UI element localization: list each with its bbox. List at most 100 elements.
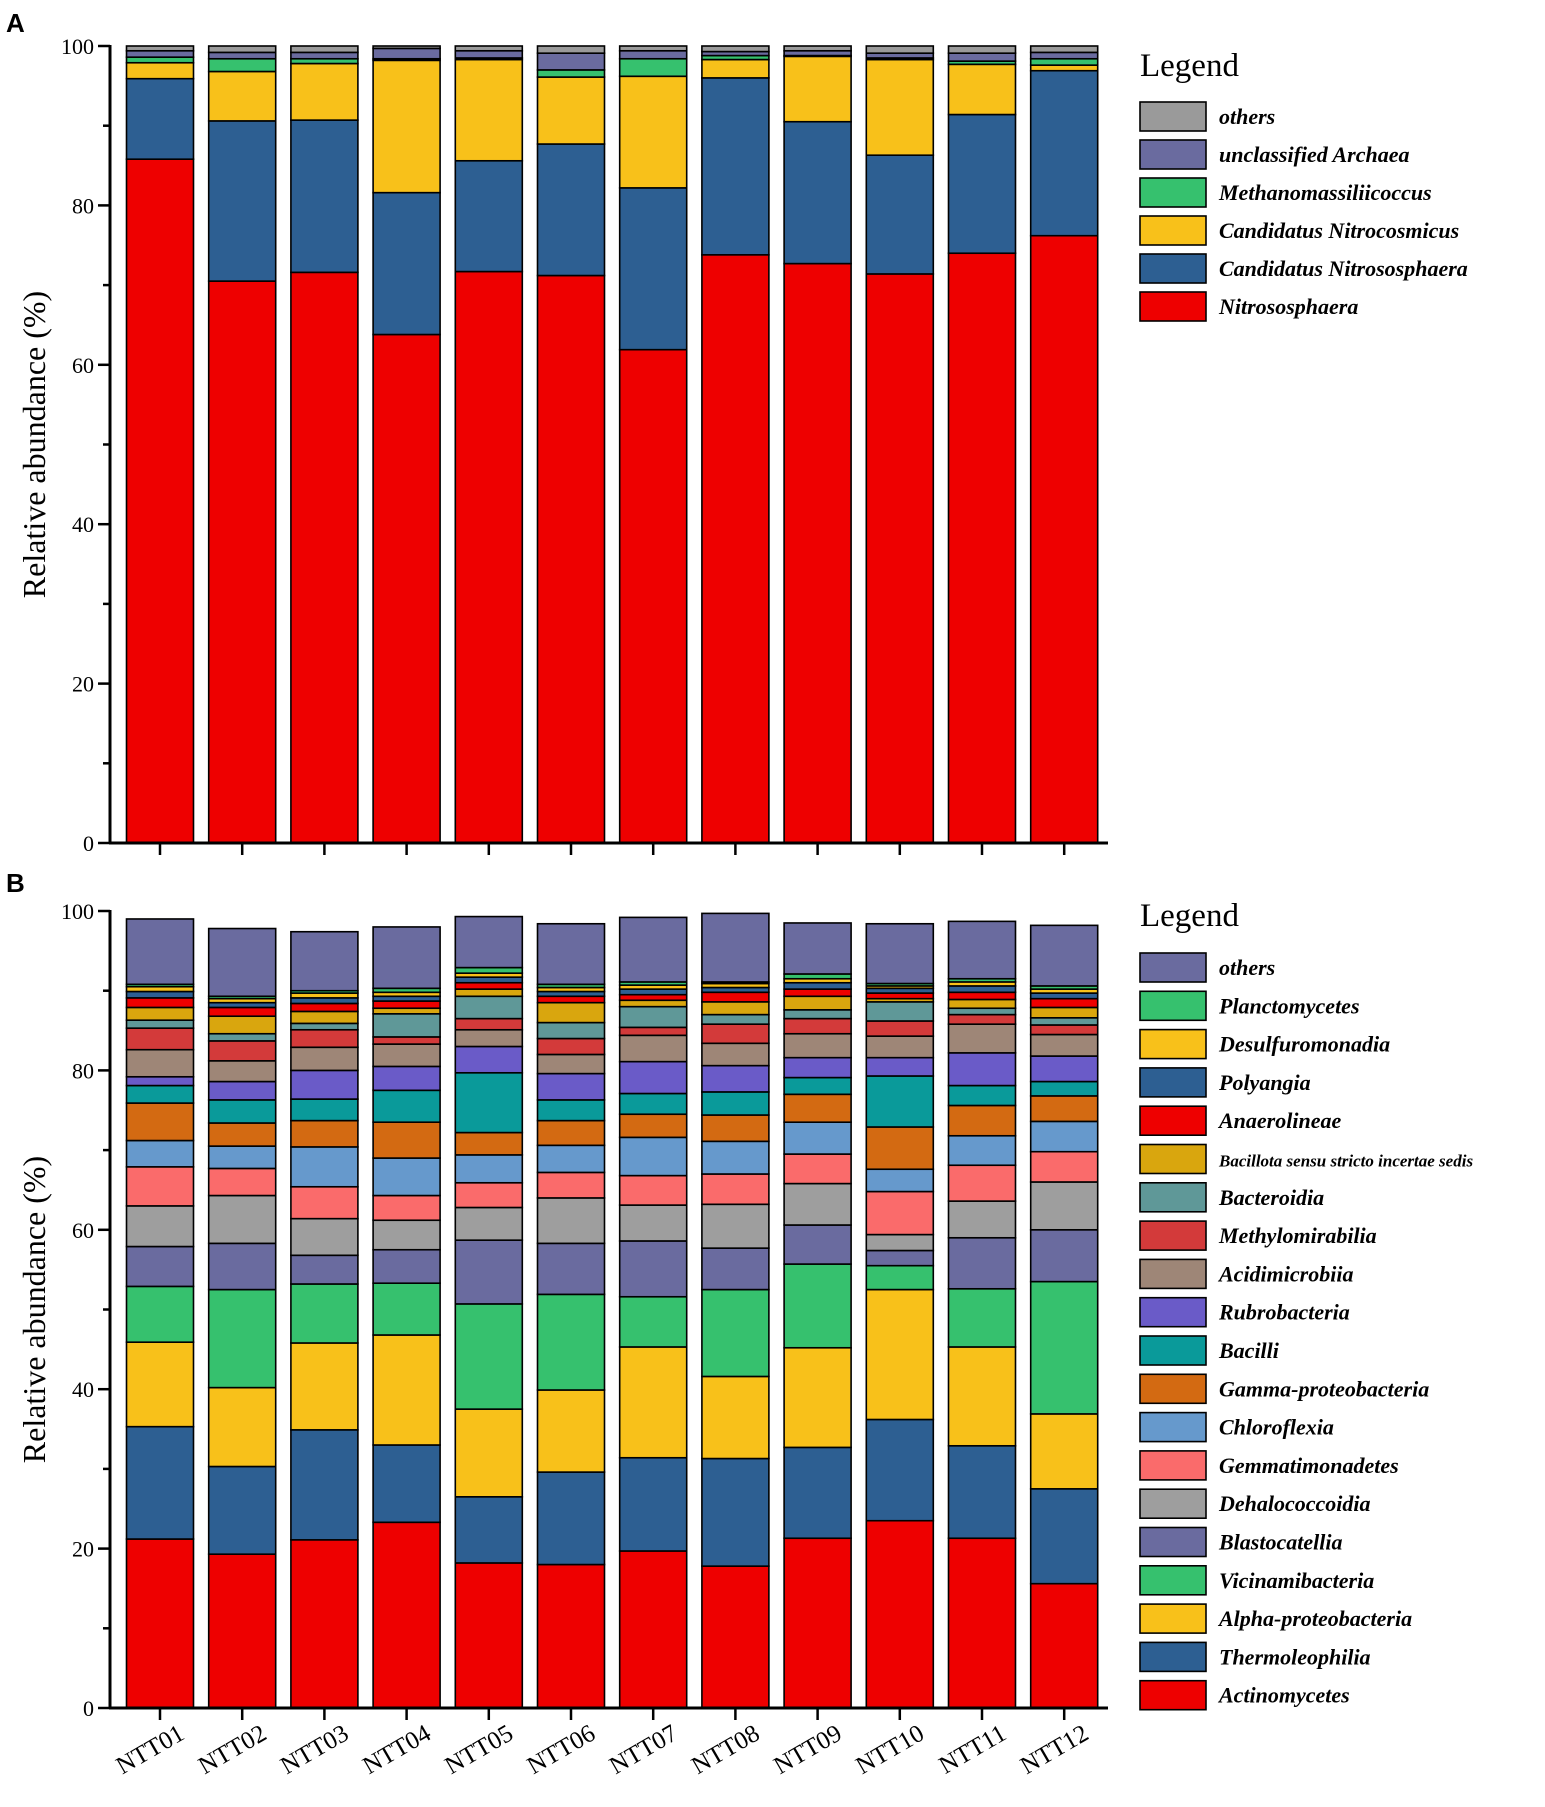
bar-segment-gemmatimonadetes-ntt07 <box>618 1174 688 1206</box>
bar-segment-methylomirabilia-ntt05 <box>454 1017 524 1031</box>
bar-segment-alpha-proteobacteria-ntt08 <box>701 1375 770 1460</box>
bar-segment-others-ntt08 <box>701 912 770 983</box>
bar-segment-gamma-proteobacteria-ntt04 <box>372 1121 441 1159</box>
bar-segment-vicinamibacteria-ntt12 <box>1029 1280 1099 1415</box>
bar-segment-unclassified-archaea-ntt02 <box>207 51 277 60</box>
y-tick-label: 40 <box>72 1377 94 1402</box>
bar-segment-candidatus-nitrososphaera-ntt06 <box>536 143 606 277</box>
y-tick-label: 0 <box>83 1696 94 1721</box>
bar-segment-methylomirabilia-ntt06 <box>536 1037 606 1056</box>
bar-segment-rubrobacteria-ntt05 <box>454 1045 524 1074</box>
bar-segment-acidimicrobiia-ntt08 <box>701 1042 770 1067</box>
bar-segment-nitrososphaera-ntt10 <box>865 273 935 844</box>
bar-segment-blastocatellia-ntt12 <box>1029 1229 1099 1283</box>
bar-segment-gemmatimonadetes-ntt01 <box>125 1166 195 1207</box>
bar-segment-actinomycetes-ntt10 <box>865 1519 935 1709</box>
bar-segment-methylomirabilia-ntt07 <box>618 1026 688 1037</box>
bar-segment-others-ntt01 <box>125 45 195 52</box>
bar-segment-polyangia-ntt07 <box>618 988 688 996</box>
bar-segment-unclassified-archaea-ntt07 <box>618 49 688 60</box>
bar-segment-acidimicrobiia-ntt10 <box>865 1035 935 1059</box>
bar-segment-unclassified-archaea-ntt11 <box>947 52 1017 62</box>
bar-segment-dehalococcoidia-ntt12 <box>1029 1181 1099 1231</box>
bar-segment-bacilli-ntt12 <box>1029 1080 1099 1097</box>
bar-segment-bacillota-sensu-stricto-incertae-sedis-ntt01 <box>125 1006 195 1021</box>
bar-segment-blastocatellia-ntt03 <box>290 1254 359 1285</box>
bar-segment-candidatus-nitrocosmicus-ntt01 <box>125 61 195 80</box>
legend-label-others: others <box>1219 955 1275 980</box>
bar-segment-anaerolineae-ntt08 <box>701 991 770 1003</box>
legend-label-unclassified-archaea: unclassified Archaea <box>1219 142 1409 167</box>
bar-segment-blastocatellia-ntt05 <box>454 1239 524 1305</box>
legend-swatch-alpha-proteobacteria <box>1139 1603 1207 1634</box>
legend-label-dehalococcoidia: Dehalococcoidia <box>1218 1491 1371 1516</box>
bar-segment-bacteroidia-ntt07 <box>618 1005 688 1029</box>
bar-segment-nitrososphaera-ntt09 <box>783 262 852 844</box>
y-tick-label: 60 <box>72 1218 94 1243</box>
bar-segment-acidimicrobiia-ntt07 <box>618 1034 688 1063</box>
bar-segment-anaerolineae-ntt11 <box>947 991 1017 1001</box>
legend-swatch-acidimicrobiia <box>1139 1258 1207 1290</box>
bar-segment-acidimicrobiia-ntt09 <box>783 1032 852 1059</box>
bar-segment-nitrososphaera-ntt08 <box>701 254 770 844</box>
bar-segment-thermoleophilia-ntt01 <box>125 1425 195 1540</box>
y-tick-label: 60 <box>72 353 94 378</box>
bar-segment-unclassified-archaea-ntt06 <box>536 52 606 71</box>
bar-segment-others-ntt09 <box>783 922 852 975</box>
panel-a: A 0 20 40 60 80 100 Relative abundance (%) Legen… <box>6 8 1468 856</box>
legend-swatch-blastocatellia <box>1139 1526 1207 1558</box>
bar-segment-methanomassiliicoccus-ntt12 <box>1029 57 1099 66</box>
bar-segment-gemmatimonadetes-ntt10 <box>865 1190 935 1236</box>
bar-segment-alpha-proteobacteria-ntt05 <box>454 1408 524 1498</box>
bar-segment-candidatus-nitrososphaera-ntt03 <box>290 119 359 274</box>
bar-segment-rubrobacteria-ntt09 <box>783 1056 852 1079</box>
bar-segment-gemmatimonadetes-ntt04 <box>372 1194 441 1222</box>
bar-segment-chloroflexia-ntt10 <box>865 1168 935 1193</box>
bar-segment-alpha-proteobacteria-ntt10 <box>865 1288 935 1421</box>
bar-segment-bacteroidia-ntt12 <box>1029 1016 1099 1026</box>
bar-segment-bacilli-ntt03 <box>290 1098 359 1122</box>
bar-segment-chloroflexia-ntt01 <box>125 1139 195 1168</box>
bar-segment-alpha-proteobacteria-ntt01 <box>125 1341 195 1428</box>
bar-segment-chloroflexia-ntt07 <box>618 1136 688 1177</box>
panel-letter: A <box>6 8 25 38</box>
bar-segment-methylomirabilia-ntt12 <box>1029 1024 1099 1036</box>
bar-segment-actinomycetes-ntt03 <box>290 1539 359 1709</box>
bar-segment-bacillota-sensu-stricto-incertae-sedis-ntt03 <box>290 1010 359 1025</box>
bar-segment-unclassified-archaea-ntt05 <box>454 49 524 59</box>
bar-segment-gamma-proteobacteria-ntt06 <box>536 1119 606 1147</box>
bar-segment-bacteroidia-ntt09 <box>783 1009 852 1020</box>
bar-segment-blastocatellia-ntt08 <box>701 1247 770 1291</box>
legend-label-polyangia: Polyangia <box>1218 1070 1311 1095</box>
bar-segment-thermoleophilia-ntt09 <box>783 1446 852 1540</box>
bar-segment-candidatus-nitrososphaera-ntt01 <box>125 77 195 160</box>
bar-segment-bacillota-sensu-stricto-incertae-sedis-ntt12 <box>1029 1006 1099 1019</box>
legend-swatch-actinomycetes <box>1139 1679 1207 1711</box>
legend-swatch-chloroflexia <box>1139 1411 1207 1443</box>
legend-label-methylomirabilia: Methylomirabilia <box>1218 1223 1377 1248</box>
bar-segment-others-ntt02 <box>207 45 277 54</box>
bar-segment-nitrososphaera-ntt01 <box>125 158 195 844</box>
bar-segment-dehalococcoidia-ntt09 <box>783 1182 852 1226</box>
bar-segment-bacteroidia-ntt08 <box>701 1013 770 1025</box>
bar-segment-chloroflexia-ntt04 <box>372 1157 441 1197</box>
legend-swatch-thermoleophilia <box>1139 1641 1207 1673</box>
bar-segment-candidatus-nitrososphaera-ntt11 <box>947 113 1017 255</box>
bar-segment-methanomassiliicoccus-ntt01 <box>125 56 195 64</box>
bar-segment-bacteroidia-ntt05 <box>454 995 524 1020</box>
bar-segment-nitrososphaera-ntt07 <box>618 348 688 844</box>
bar-segment-thermoleophilia-ntt10 <box>865 1418 935 1522</box>
bar-segment-dehalococcoidia-ntt08 <box>701 1203 770 1249</box>
bar-segment-methanomassiliicoccus-ntt07 <box>618 57 688 78</box>
bar-segment-alpha-proteobacteria-ntt09 <box>783 1346 852 1449</box>
bar-segment-bacillota-sensu-stricto-incertae-sedis-ntt11 <box>947 998 1017 1010</box>
bar-segment-anaerolineae-ntt06 <box>536 995 606 1004</box>
bar-segment-candidatus-nitrososphaera-ntt05 <box>454 159 524 273</box>
bar-segment-alpha-proteobacteria-ntt06 <box>536 1389 606 1473</box>
bar-segment-dehalococcoidia-ntt02 <box>207 1194 277 1245</box>
bar-segment-others-ntt07 <box>618 916 688 983</box>
bar-segment-others-ntt03 <box>290 930 359 992</box>
legend-title: Legend <box>1140 48 1239 84</box>
bar-segment-thermoleophilia-ntt07 <box>618 1456 688 1552</box>
bar-segment-actinomycetes-ntt11 <box>947 1537 1017 1709</box>
